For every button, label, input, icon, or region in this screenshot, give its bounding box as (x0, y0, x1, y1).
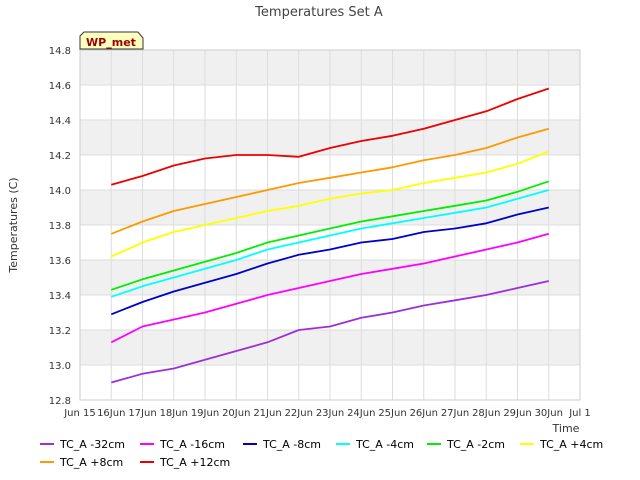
x-tick-label: 16Jun (97, 408, 125, 419)
x-tick-label: 27Jun (441, 408, 469, 419)
y-tick-label: 14.4 (49, 116, 71, 127)
x-tick-label: Jul 1 (568, 408, 591, 419)
legend-swatch (520, 443, 534, 445)
legend-item: TC_A -4cm (336, 436, 414, 452)
y-tick-label: 13.6 (49, 256, 71, 267)
series-line (110, 150, 550, 258)
x-tick-label: 17Jun (128, 408, 156, 419)
y-tick-label: 14.6 (49, 81, 71, 92)
series-line (111, 280, 549, 384)
y-tick-label: 13.0 (49, 361, 71, 372)
series-line (110, 127, 550, 235)
legend-label: TC_A -32cm (60, 437, 126, 451)
x-tick-label: Jun 15 (63, 408, 96, 419)
x-tick-label: 25Jun (378, 408, 406, 419)
annotation-badge: WP_met (79, 31, 144, 50)
legend-swatch (243, 443, 257, 445)
x-tick-label: 20Jun (222, 408, 250, 419)
x-tick-label: 26Jun (410, 408, 438, 419)
x-tick-label: 21Jun (253, 408, 281, 419)
series-line (111, 189, 550, 298)
legend-swatch (336, 443, 350, 445)
x-tick-label: 24Jun (347, 408, 375, 419)
plot-frame (79, 49, 581, 401)
legend-swatch (140, 443, 154, 445)
x-tick-label: 28Jun (472, 408, 500, 419)
y-tick-label: 14.2 (49, 151, 71, 162)
x-tick-label: 19Jun (191, 408, 219, 419)
series-line (111, 180, 550, 291)
legend-item: TC_A -8cm (243, 436, 321, 452)
x-axis-label: Time (552, 422, 580, 435)
y-tick-label: 13.2 (49, 326, 71, 337)
legend-label: TC_A -8cm (263, 437, 322, 451)
legend-swatch (427, 443, 441, 445)
legend-label: TC_A +4cm (540, 437, 604, 451)
y-axis-ticks: 12.8 13.0 13.2 13.4 13.6 13.8 14.0 14.2 14.4 14.6… (49, 46, 71, 407)
legend-label: TC_A +12cm (160, 455, 231, 469)
legend-item: TC_A -2cm (427, 436, 505, 452)
series-lines (110, 87, 550, 384)
x-tick-label: 30Jun (535, 408, 563, 419)
legend-swatch (140, 461, 154, 463)
y-tick-label: 13.4 (49, 291, 71, 302)
y-tick-label: 14.8 (49, 46, 71, 57)
legend-label: TC_A -2cm (447, 437, 506, 451)
y-tick-label: 14.0 (49, 186, 71, 197)
x-tick-label: 18Jun (160, 408, 188, 419)
x-tick-label: 29Jun (503, 408, 531, 419)
annotation-text: WP_met (86, 36, 136, 49)
legend-item: TC_A +4cm (520, 436, 603, 452)
chart-title: Temperatures Set A (254, 5, 383, 20)
legend-swatch (40, 443, 54, 445)
legend-swatch (40, 461, 54, 463)
series-line (110, 206, 549, 316)
series-line (110, 232, 550, 344)
x-tick-label: 22Jun (285, 408, 313, 419)
y-tick-label: 13.8 (49, 221, 71, 232)
y-axis-label: Temperatures (C) (7, 177, 20, 273)
series-line (111, 87, 550, 186)
legend-item: TC_A -16cm (140, 436, 225, 452)
legend-label: TC_A -16cm (160, 437, 226, 451)
legend-label: TC_A +8cm (60, 455, 124, 469)
annotation-box (79, 31, 144, 50)
legend-item: TC_A -32cm (40, 436, 125, 452)
legend-item: TC_A +8cm (40, 454, 123, 470)
legend-item: TC_A +12cm (140, 454, 230, 470)
y-tick-label: 12.8 (49, 396, 71, 407)
x-axis-ticks: Jun 15 16Jun 17Jun 18Jun 19Jun 20Jun 21Jun 22Ju… (63, 408, 591, 419)
legend-label: TC_A -4cm (356, 437, 415, 451)
x-tick-label: 23Jun (316, 408, 344, 419)
